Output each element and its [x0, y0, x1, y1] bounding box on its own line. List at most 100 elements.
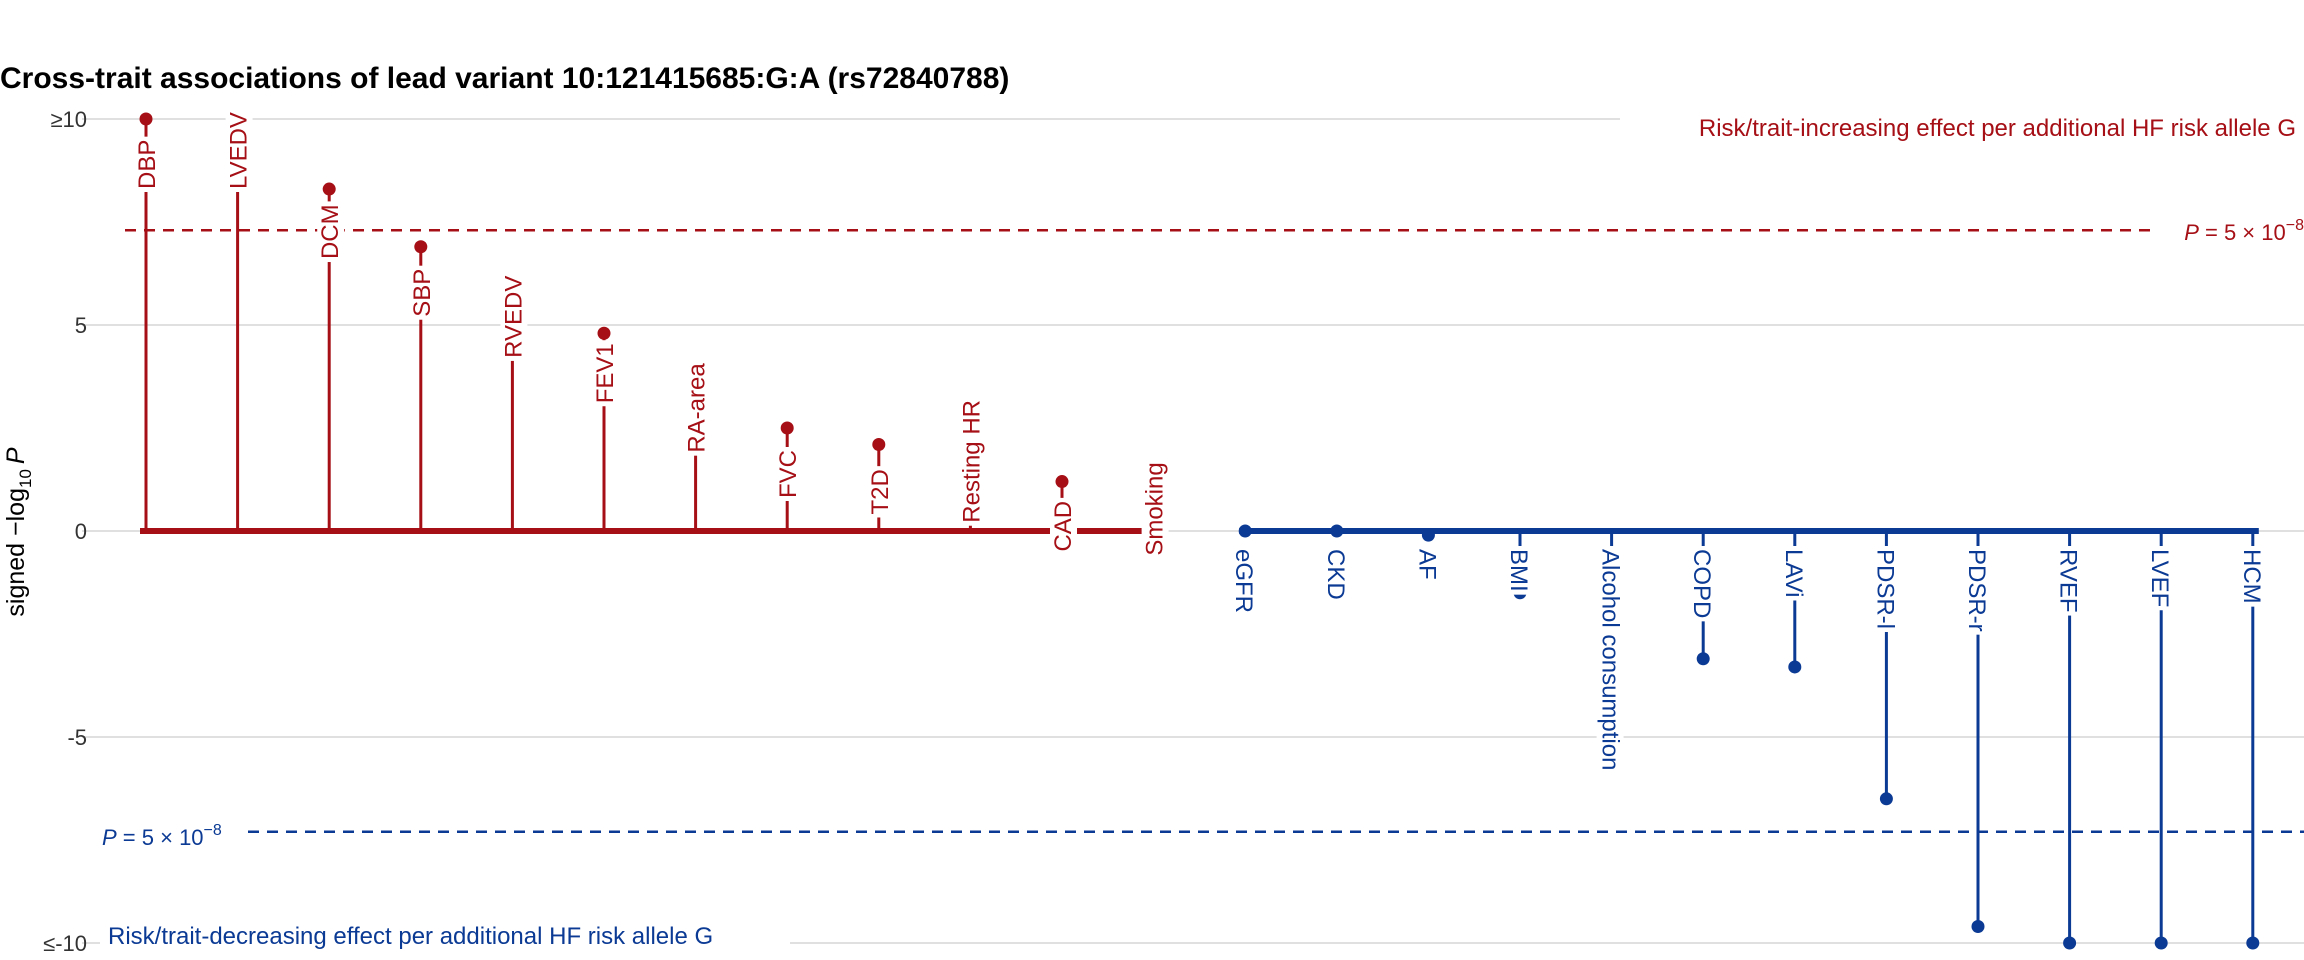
trait-label-ckd: CKD: [1322, 549, 1349, 600]
point-egfr: [1238, 524, 1252, 538]
trait-fev1: FEV1: [592, 326, 619, 531]
trait-bmi: BMI: [1505, 531, 1532, 600]
trait-label-fev1: FEV1: [592, 343, 619, 403]
point-ckd: [1330, 524, 1344, 538]
point-pdsr-r: [1971, 920, 1985, 934]
trait-label-lvef: LVEF: [2146, 549, 2173, 607]
trait-label-alcohol-consumption: Alcohol consumption: [1597, 549, 1624, 770]
trait-label-bg: [1596, 546, 1624, 774]
y-tick-label: 0: [75, 519, 87, 544]
trait-label-bg: [500, 272, 528, 361]
trait-label-bg: [1230, 546, 1258, 617]
trait-alcohol-consumption: Alcohol consumption: [1596, 531, 1624, 774]
trait-label-bg: [1321, 546, 1349, 603]
annotation-increasing: Risk/trait-increasing effect per additio…: [1699, 115, 2296, 142]
annotation-decreasing: Risk/trait-decreasing effect per additio…: [108, 923, 713, 950]
point-dbp: [139, 112, 153, 126]
trait-cad: CAD: [1050, 475, 1077, 555]
trait-label-af: AF: [1413, 549, 1440, 580]
trait-label-dcm: DCM: [317, 204, 344, 259]
trait-lvef: LVEF: [2146, 531, 2174, 950]
point-lavi: [1788, 660, 1802, 674]
trait-label-bg: [134, 136, 161, 192]
trait-label-bg: [592, 340, 619, 407]
trait-rvedv: RVEDV: [500, 272, 528, 531]
trait-lavi: LAVi: [1779, 531, 1807, 674]
trait-label-bg: [1141, 459, 1169, 559]
chart-title: Cross-trait associations of lead variant…: [0, 62, 1009, 95]
trait-t2d: T2D: [866, 437, 894, 531]
trait-fvc: FVC: [775, 421, 803, 531]
point-rvef: [2063, 936, 2077, 950]
annotation-decreasing-bg: [100, 918, 790, 952]
threshold-label-negative-bg: [98, 816, 248, 848]
trait-smoking: Smoking: [1141, 459, 1169, 559]
point-hcm: [2246, 936, 2260, 950]
point-af: [1421, 528, 1435, 542]
trait-label-bg: [408, 265, 436, 320]
point-pdsr-l: [1879, 792, 1893, 806]
trait-label-bg: [1505, 546, 1532, 595]
trait-label-t2d: T2D: [867, 469, 894, 514]
trait-label-dbp: DBP: [134, 140, 161, 189]
trait-label-bg: [1871, 546, 1899, 633]
point-dcm: [322, 182, 336, 196]
trait-label-pdsr-r: PDSR-r: [1963, 549, 1990, 632]
trait-hcm: HCM: [2237, 531, 2265, 950]
threshold-label-negative-p: P: [102, 825, 117, 850]
y-axis-label-p: P: [2, 447, 30, 464]
trait-label-bg: [866, 466, 894, 518]
trait-lvedv: LVEDV: [225, 109, 253, 531]
trait-label-bg: [1963, 546, 1990, 635]
threshold-label-negative-exp: −8: [204, 822, 222, 839]
trait-label-bg: [683, 359, 711, 456]
trait-ckd: CKD: [1321, 524, 1349, 603]
trait-label-bg: [2054, 546, 2082, 616]
trait-label-bg: [1688, 546, 1716, 622]
trait-af: AF: [1413, 528, 1441, 583]
trait-label-lavi: LAVi: [1780, 549, 1807, 597]
trait-label-rvef: RVEF: [2055, 549, 2082, 613]
trait-label-rvedv: RVEDV: [500, 276, 527, 358]
trait-label-pdsr-l: PDSR-l: [1871, 549, 1898, 629]
point-t2d: [872, 437, 886, 451]
trait-dbp: DBP: [134, 112, 161, 531]
trait-egfr: eGFR: [1230, 524, 1258, 617]
y-tick-label: ≥10: [50, 107, 87, 132]
threshold-label-positive-bg: [2158, 216, 2304, 248]
trait-label-copd: COPD: [1688, 549, 1715, 618]
trait-pdsr-r: PDSR-r: [1963, 531, 1990, 934]
point-cad: [1055, 475, 1069, 489]
trait-label-bg: [775, 447, 803, 501]
trait-label-bmi: BMI: [1505, 549, 1532, 592]
threshold-label-positive-exp: −8: [2286, 217, 2304, 234]
y-axis-label-subscript: 10: [16, 469, 35, 488]
trait-label-smoking: Smoking: [1142, 462, 1169, 555]
threshold-label-negative-text: = 5 × 10: [117, 825, 204, 850]
threshold-label-positive-p: P: [2184, 220, 2199, 245]
trait-label-bg: [2237, 546, 2265, 607]
trait-label-hcm: HCM: [2238, 549, 2265, 604]
trait-rvef: RVEF: [2054, 531, 2082, 950]
trait-label-bg: [317, 201, 345, 263]
lollipop-marks: DBP LVEDV DCM SBP RVEDV FEV1 RA-area FVC T2D Rest…: [134, 109, 2265, 950]
point-fvc: [780, 421, 794, 435]
y-tick-label: ≤-10: [43, 931, 87, 956]
threshold-label-positive-text: = 5 × 10: [2199, 220, 2286, 245]
point-fev1: [597, 326, 611, 340]
trait-label-resting-hr: Resting HR: [958, 400, 985, 523]
trait-label-lvedv: LVEDV: [226, 112, 253, 189]
trait-label-bg: [1779, 546, 1807, 601]
trait-label-bg: [225, 109, 253, 192]
trait-label-fvc: FVC: [775, 450, 802, 498]
y-tick-label: -5: [67, 725, 87, 750]
trait-label-sbp: SBP: [409, 269, 436, 317]
point-copd: [1696, 652, 1710, 666]
annotation-increasing-bg: [1620, 108, 2304, 142]
trait-label-cad: CAD: [1050, 501, 1077, 552]
trait-ra-area: RA-area: [683, 359, 711, 531]
trait-label-bg: [1413, 546, 1441, 583]
trait-label-bg: [2146, 546, 2174, 611]
